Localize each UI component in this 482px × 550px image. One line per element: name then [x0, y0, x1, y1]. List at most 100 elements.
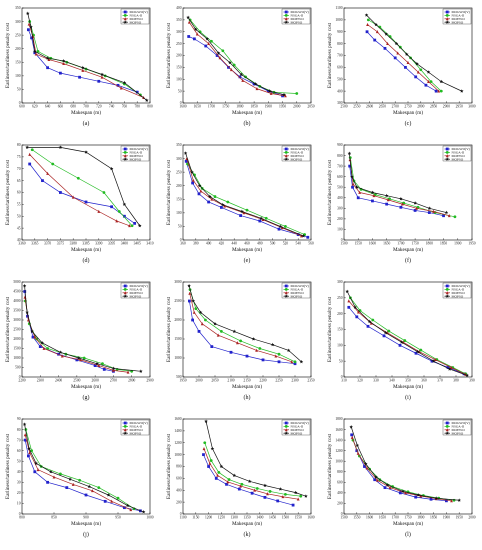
x-tick-label: 1500	[282, 516, 289, 520]
y-tick-label: 1200	[174, 441, 181, 445]
x-tick-label: 2700	[110, 379, 117, 383]
data-point	[123, 506, 126, 510]
legend-marker	[123, 20, 128, 24]
data-point	[269, 91, 273, 95]
data-point	[102, 191, 106, 194]
data-point	[217, 471, 221, 474]
data-point	[203, 441, 207, 445]
y-tick-label: 0	[341, 512, 343, 516]
y-tick-label: 75	[17, 155, 21, 159]
data-point	[429, 80, 433, 84]
series-line	[367, 24, 439, 92]
y-tick-label: 0	[19, 101, 21, 105]
data-point	[133, 221, 137, 225]
legend-marker	[445, 294, 450, 298]
x-tick-label: 1850	[430, 516, 437, 520]
data-point	[401, 489, 405, 493]
y-tick-label: 3000	[174, 280, 181, 284]
data-point	[239, 214, 242, 217]
x-axis-label: Makespan (m)	[71, 109, 101, 116]
x-tick-label: 660	[58, 105, 64, 109]
data-point	[403, 339, 407, 342]
y-tick-label: 20	[17, 491, 21, 495]
x-tick-label: 2400	[55, 379, 62, 383]
y-tick-label: 250	[15, 33, 21, 37]
chart-panel: 310 320 330 340 350 360 370 380 390 0 50 100 150 200 2…	[327, 280, 475, 401]
data-point	[229, 350, 233, 354]
data-point	[426, 70, 431, 74]
x-tick-label: 400	[206, 242, 212, 246]
x-tick-label: 2700	[392, 105, 399, 109]
x-tick-label: 560	[308, 242, 314, 246]
x-axis-label: Makespan (m)	[393, 383, 423, 390]
x-tick-label: 3385	[82, 242, 89, 246]
legend-marker	[284, 288, 288, 291]
data-point	[197, 183, 202, 188]
data-point	[348, 164, 352, 168]
data-point	[274, 354, 278, 358]
x-tick-label: 1550	[353, 516, 360, 520]
data-point	[281, 495, 285, 499]
y-tick-label: 200	[15, 47, 21, 51]
data-point	[419, 494, 423, 498]
data-point	[413, 201, 417, 205]
chart-panel: 1500 1550 1600 1650 1700 1750 1800 1850 1900 1950…	[327, 143, 476, 264]
y-tick-label: 1800	[335, 417, 342, 421]
legend-marker	[445, 20, 450, 24]
series-line	[24, 434, 131, 511]
data-point	[223, 204, 226, 208]
x-axis-label: Makespan (m)	[393, 520, 423, 527]
data-point	[129, 508, 133, 512]
legend-marker	[445, 10, 449, 14]
data-point	[299, 359, 304, 364]
chart-panel: 1100 1150 1200 1250 1300 1350 1400 1450 1500 1550…	[166, 417, 315, 538]
y-tick-label: 600	[176, 477, 182, 481]
y-tick-label: 600	[337, 66, 343, 70]
data-point	[430, 359, 434, 363]
y-tick-label: 100	[176, 211, 182, 215]
data-point	[95, 361, 99, 366]
data-point	[193, 27, 198, 31]
legend-marker	[284, 157, 289, 161]
legend-label: MOEWO	[130, 428, 144, 432]
data-point	[30, 329, 34, 333]
legend-marker	[123, 157, 128, 161]
data-point	[386, 198, 390, 202]
panel-label: (h)	[244, 394, 251, 401]
x-tick-label: 1800	[417, 516, 424, 520]
data-point	[101, 362, 104, 366]
data-point	[27, 454, 30, 458]
data-point	[465, 373, 470, 377]
panel-label: (g)	[83, 394, 90, 401]
legend-label: MOGWO(V)	[291, 421, 309, 425]
data-point	[229, 68, 233, 72]
data-point	[221, 49, 225, 53]
y-tick-label: 200	[176, 500, 182, 504]
legend-marker	[445, 425, 449, 428]
legend-label: MOEWO	[291, 428, 305, 432]
data-point	[204, 44, 208, 48]
y-tick-label: 10	[17, 502, 21, 506]
legend-label: NSGA-II	[291, 14, 304, 18]
data-point	[100, 72, 104, 77]
data-point	[111, 366, 116, 370]
data-point	[190, 170, 194, 174]
data-point	[299, 494, 303, 498]
data-point	[363, 465, 366, 468]
x-tick-label: 2800	[128, 379, 135, 383]
data-point	[41, 179, 44, 183]
data-point	[126, 370, 130, 374]
y-tick-label: 0	[19, 512, 21, 516]
data-point	[33, 335, 37, 339]
data-point	[353, 305, 358, 309]
y-tick-label: 200	[337, 502, 343, 506]
data-point	[293, 490, 298, 495]
x-tick-label: 2050	[307, 105, 314, 109]
y-tick-label: 40	[17, 470, 21, 474]
x-tick-label: 1200	[205, 516, 212, 520]
x-tick-label: 3405	[134, 242, 141, 246]
data-point	[373, 193, 377, 197]
data-point	[228, 60, 232, 65]
x-tick-label: 3000	[468, 105, 475, 109]
